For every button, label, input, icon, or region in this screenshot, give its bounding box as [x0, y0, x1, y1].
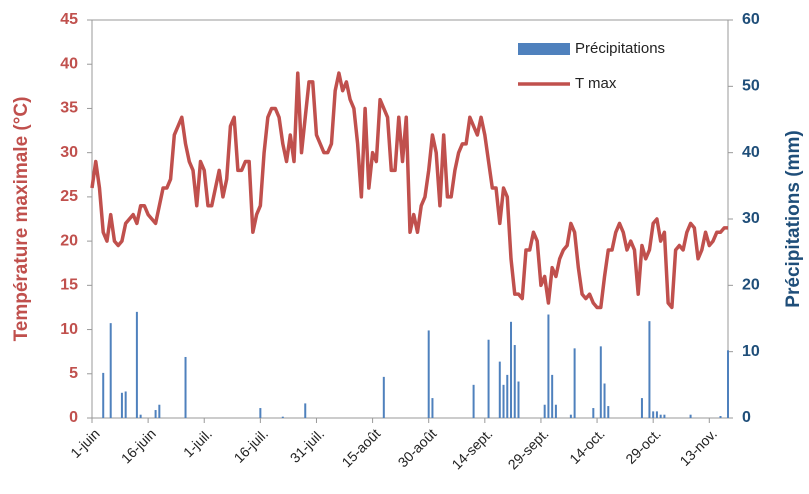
y-tick-label: 0 [69, 409, 78, 426]
legend-label: Précipitations [575, 40, 665, 57]
bar [487, 339, 490, 418]
bar [543, 404, 546, 418]
bar [427, 330, 430, 418]
bar [599, 346, 602, 418]
x-tick-label: 29-oct. [622, 425, 664, 467]
legend-swatch [518, 43, 570, 55]
x-tick-label: 1-juin [67, 425, 103, 461]
x-tick-label: 30-août [395, 425, 440, 470]
y2-axis-label: Précipitations (mm) [783, 130, 804, 307]
x-tick-label: 16-juin [118, 425, 159, 466]
bar [382, 376, 385, 418]
y2-tick-label: 50 [742, 78, 760, 95]
y2-tick-label: 10 [742, 343, 760, 360]
x-tick-label: 31-juil. [287, 425, 327, 465]
bar [281, 416, 284, 418]
y-tick-label: 15 [60, 277, 78, 294]
bar [139, 414, 142, 418]
y-tick-label: 45 [60, 11, 78, 28]
legend-label: T max [575, 75, 617, 92]
y-tick-label: 10 [60, 321, 78, 338]
bar [727, 350, 729, 418]
bar [259, 408, 262, 418]
bar [659, 414, 662, 418]
y-tick-label: 5 [69, 365, 78, 382]
bar [603, 383, 606, 418]
bar [513, 345, 516, 418]
x-tick-label: 1-juil. [180, 425, 215, 460]
y-tick-label: 25 [60, 188, 78, 205]
x-tick-label: 16-juil. [231, 425, 271, 465]
bar [510, 321, 513, 418]
bar [655, 411, 658, 418]
bar [663, 414, 666, 418]
bar [109, 323, 112, 418]
y2-tick-label: 0 [742, 409, 751, 426]
y2-tick-label: 20 [742, 277, 760, 294]
y2-tick-label: 60 [742, 11, 760, 28]
bar [472, 384, 475, 418]
bar [304, 403, 307, 418]
x-tick-label: 13-nov. [676, 425, 720, 469]
bar [431, 398, 434, 418]
bar [135, 311, 138, 418]
bar [719, 416, 722, 418]
bar [184, 356, 187, 418]
x-tick-label: 14-oct. [566, 425, 608, 467]
bar [158, 404, 161, 418]
y-axis-label: Température maximale (°C) [11, 97, 32, 342]
bar [652, 411, 655, 418]
bar [554, 404, 557, 418]
x-tick-label: 14-sept. [448, 425, 495, 472]
bar [648, 321, 651, 418]
bar [502, 384, 505, 418]
bar [640, 398, 643, 418]
y-tick-label: 30 [60, 144, 78, 161]
bar [569, 414, 572, 418]
x-tick-label: 29-sept. [505, 425, 552, 472]
bar [607, 406, 610, 418]
bar [551, 374, 554, 418]
y-tick-label: 35 [60, 100, 78, 117]
y-tick-label: 40 [60, 55, 78, 72]
bar [120, 392, 123, 418]
line [90, 71, 728, 310]
bar [547, 314, 550, 418]
y2-tick-label: 30 [742, 210, 760, 227]
bar [506, 374, 509, 418]
bar [592, 408, 595, 418]
bar [102, 372, 105, 418]
bar [573, 348, 576, 418]
x-tick-label: 15-août [338, 425, 383, 470]
y-tick-label: 20 [60, 232, 78, 249]
bar [498, 361, 501, 418]
bar [124, 391, 127, 418]
bar [154, 410, 157, 418]
bar [689, 414, 692, 418]
bar [517, 381, 520, 418]
y2-tick-label: 40 [742, 144, 760, 161]
